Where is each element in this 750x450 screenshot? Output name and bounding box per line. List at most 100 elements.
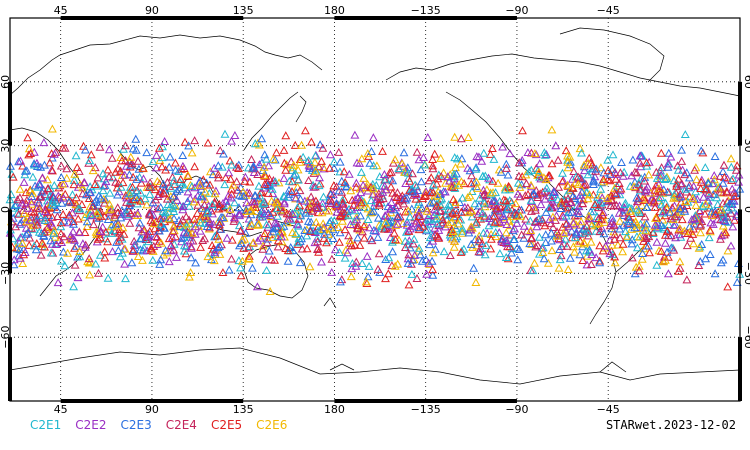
- coastline-segment: [295, 95, 307, 123]
- occultation-point: [568, 192, 578, 201]
- occultation-point: [365, 158, 375, 167]
- occultation-point: [291, 229, 301, 238]
- occultation-point: [114, 236, 124, 245]
- occultation-point: [128, 182, 137, 191]
- occultation-point: [349, 200, 359, 209]
- occultation-point: [169, 176, 179, 185]
- occultation-point: [489, 196, 499, 205]
- occultation-point: [75, 252, 85, 261]
- occultation-point: [285, 214, 295, 223]
- occultation-point: [611, 190, 621, 199]
- occultation-point: [86, 150, 96, 159]
- occultation-point: [29, 207, 39, 216]
- legend: C2E1 C2E2 C2E3 C2E4 C2E5 C2E6: [30, 418, 287, 432]
- occultation-point: [698, 148, 708, 157]
- occultation-point: [415, 250, 425, 259]
- occultation-point: [338, 216, 347, 225]
- occultation-point: [615, 201, 624, 210]
- occultation-point: [205, 223, 215, 232]
- occultation-point: [227, 254, 236, 263]
- occultation-point: [388, 235, 398, 244]
- occultation-point: [241, 190, 251, 199]
- occultation-point: [584, 153, 594, 162]
- occultation-point: [261, 154, 271, 163]
- occultation-point: [142, 200, 152, 209]
- occultation-point: [392, 192, 402, 201]
- occultation-point: [591, 164, 601, 173]
- occultation-point: [716, 184, 725, 193]
- occultation-point: [703, 178, 713, 187]
- occultation-point: [128, 246, 138, 255]
- occultation-point: [500, 185, 510, 194]
- occultation-point: [152, 232, 162, 241]
- occultation-point: [541, 207, 551, 216]
- occultation-point: [669, 176, 679, 185]
- occultation-point: [105, 204, 115, 213]
- occultation-point: [126, 208, 136, 217]
- occultation-points: [5, 124, 745, 295]
- occultation-point: [330, 245, 340, 254]
- occultation-point: [184, 141, 194, 150]
- occultation-point: [127, 258, 137, 267]
- occultation-point: [135, 234, 145, 243]
- occultation-point: [457, 224, 467, 233]
- occultation-point: [57, 198, 67, 207]
- occultation-point: [257, 206, 267, 215]
- occultation-point: [49, 193, 59, 202]
- occultation-point: [428, 248, 438, 257]
- occultation-point: [554, 182, 564, 191]
- occultation-point: [66, 231, 76, 240]
- occultation-point: [660, 174, 670, 183]
- occultation-point: [420, 160, 430, 169]
- occultation-point: [546, 236, 556, 245]
- occultation-point: [277, 207, 287, 216]
- occultation-point: [717, 231, 726, 240]
- occultation-point: [383, 269, 393, 278]
- occultation-point: [448, 208, 458, 217]
- occultation-point: [499, 211, 509, 220]
- occultation-point: [501, 235, 511, 244]
- occultation-point: [666, 214, 676, 223]
- occultation-point: [26, 197, 36, 206]
- occultation-point: [283, 256, 293, 265]
- occultation-point: [642, 219, 652, 228]
- occultation-point: [681, 196, 690, 205]
- occultation-point: [122, 193, 132, 202]
- occultation-point: [484, 173, 493, 182]
- legend-item-c2e4: C2E4: [165, 418, 197, 432]
- occultation-point: [38, 173, 48, 182]
- occultation-point: [46, 236, 56, 245]
- occultation-point: [356, 198, 366, 207]
- occultation-point: [378, 146, 387, 155]
- occultation-point: [156, 202, 166, 211]
- occultation-point: [340, 253, 350, 262]
- occultation-point: [36, 250, 46, 259]
- occultation-point: [640, 176, 650, 185]
- occultation-point: [689, 239, 698, 248]
- occultation-point: [682, 241, 692, 250]
- occultation-point: [430, 205, 439, 214]
- occultation-point: [390, 155, 400, 164]
- occultation-point: [363, 149, 373, 158]
- occultation-point: [592, 198, 602, 207]
- occultation-point: [256, 188, 266, 197]
- occultation-point: [387, 261, 397, 270]
- occultation-point: [200, 234, 210, 243]
- occultation-point: [164, 214, 174, 223]
- occultation-point: [491, 188, 501, 197]
- occultation-point: [519, 221, 529, 230]
- occultation-point: [195, 180, 205, 189]
- occultation-point: [319, 233, 329, 242]
- occultation-point: [155, 259, 165, 268]
- occultation-point: [533, 240, 543, 249]
- occultation-point: [113, 245, 123, 254]
- occultation-point: [268, 232, 278, 241]
- occultation-point: [677, 179, 687, 188]
- occultation-point: [662, 226, 672, 235]
- occultation-point: [539, 254, 549, 263]
- occultation-point: [660, 255, 670, 264]
- occultation-point: [227, 160, 236, 169]
- occultation-point: [525, 239, 535, 248]
- occultation-point: [158, 179, 168, 188]
- occultation-point: [587, 221, 597, 230]
